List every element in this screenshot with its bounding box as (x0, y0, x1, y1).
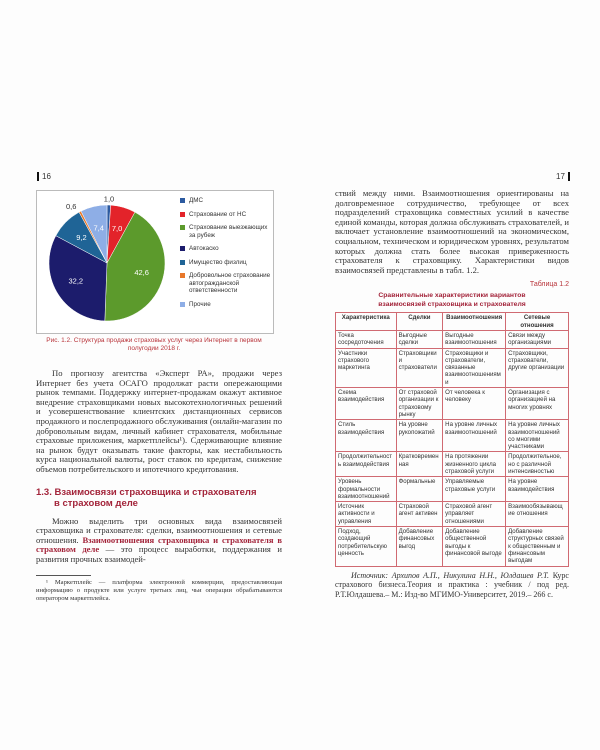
pie-slice (80, 204, 108, 264)
table-cell: Стиль взаимодействия (335, 419, 397, 453)
chart-legend: ДМС Страхование от НС Страхование выезжающ… (180, 197, 272, 314)
table-cell: Формальные (395, 476, 444, 503)
legend-item: Страхование от НС (180, 211, 272, 219)
table-cell: Страховщики и страхователи (395, 347, 444, 389)
page-number-right: 17 (556, 172, 573, 182)
table-row: Участники страхового маркетинга Страховщи… (335, 347, 569, 389)
table-cell: Организация с организацией на многих уро… (505, 387, 569, 421)
column-header: Сделки (395, 312, 444, 331)
table-cell: Точка сосредоточения (335, 329, 397, 349)
slice-label: 1,0 (104, 195, 114, 204)
legend-label: Автокаско (189, 245, 219, 252)
table-cell: Добавление финансовых выгод (395, 526, 444, 567)
slice-label: 32,2 (69, 276, 84, 285)
legend-label: Имущество физлиц (189, 258, 247, 266)
table-cell: Уровень формальности взаимоотношений (335, 476, 397, 503)
table-row: Продолжительность взаимодействия Кратковр… (335, 451, 569, 478)
table-title: Сравнительные характеристики вариантов вз… (378, 292, 526, 309)
legend-label: Добровольное страхование автогражданской… (189, 272, 271, 294)
table-row: Точка сосредоточения Выгодные сделки Выгод… (335, 329, 569, 349)
table-source: Источник: Архипов А.П., Никулина Н.Н., Ю… (335, 570, 569, 599)
comparison-table: Характеристика Сделки Взаимоотношения Сетев… (335, 312, 569, 567)
table-cell: На протяжении жизненного цикла страховой… (442, 451, 507, 478)
table-cell: Кратковременная (395, 451, 444, 478)
section-heading: 1.3. Взаимосвязи страховщика и страховат… (36, 486, 257, 509)
table-cell: Страховой агент управляет отношениями (442, 501, 507, 528)
slice-label: 7,0 (112, 224, 122, 233)
legend-item: ДМС (180, 197, 272, 205)
slice-label: 0,6 (66, 202, 76, 211)
table-cell: Участники страхового маркетинга (335, 347, 397, 389)
figure-caption: Рис. 1.2. Структура продажи страховых ус… (46, 337, 262, 352)
legend-swatch (180, 259, 185, 265)
table-cell: Страховой агент активен (395, 501, 444, 528)
table-cell: На уровне личных взаимоотношений (442, 419, 507, 453)
table-cell: На уровне взаимодействия (505, 476, 569, 503)
right-page: ствий между ними. Взаимоотношения ориент… (335, 188, 569, 599)
table-cell: На уровне рукопожатий (395, 419, 444, 453)
table-row: Подход, создающий потребительскую ценнос… (335, 526, 569, 567)
left-page: 1,0 7,0 42,6 32,2 9,2 0,6 7,4 ДМС Страхование о… (36, 190, 282, 603)
slice-label: 9,2 (76, 233, 86, 242)
legend-swatch (180, 211, 185, 217)
table-cell: Продолжительное, но с различной интенсив… (505, 451, 569, 478)
table-cell: От страховой организации к страховому ры… (395, 387, 444, 421)
column-header: Сетевые отношения (505, 312, 569, 331)
table-cell: Взаимообязывающие отношения (505, 501, 569, 528)
table-cell: Добавление общественной выгоды к финансо… (442, 526, 507, 567)
legend-swatch (180, 225, 185, 230)
table-number: Таблица 1.2 (529, 281, 569, 289)
table-cell: Страховщики, страхователи, другие органи… (505, 347, 569, 389)
footnote: ¹ Маркетплейс — платформа электронной ко… (36, 578, 282, 602)
legend-item: Имущество физлиц (180, 259, 272, 267)
page-number-left: 16 (34, 172, 51, 182)
pie-slice (48, 235, 108, 322)
legend-label: ДМС (189, 197, 204, 204)
column-header: Взаимоотношения (442, 312, 507, 331)
table-row: Уровень формальности взаимоотношений Форм… (335, 476, 569, 503)
slice-label: 7,4 (93, 224, 103, 233)
body-paragraph: По прогнозу агентства «Эксперт РА», прод… (36, 368, 282, 474)
table-row: Стиль взаимодействия На уровне рукопожати… (335, 419, 569, 453)
legend-swatch (180, 273, 185, 278)
pie-svg: 1,0 7,0 42,6 32,2 9,2 0,6 7,4 (48, 195, 166, 322)
footnote-divider (36, 574, 91, 576)
table-cell: Источник активности и управления (335, 501, 397, 528)
body-paragraph: Можно выделить три основных вида взаимос… (36, 515, 282, 564)
body-paragraph: ствий между ними. Взаимоотношения ориент… (335, 188, 569, 275)
legend-item: Автокаско (180, 245, 272, 253)
legend-label: Страхование выезжающих за рубеж (189, 224, 268, 239)
table-cell: Страховщики и страхователи, связанные вз… (442, 347, 507, 389)
legend-label: Страхование от НС (189, 210, 247, 218)
table-cell: Подход, создающий потребительскую ценнос… (335, 526, 397, 567)
column-header: Характеристика (335, 312, 397, 331)
table-cell: Связи между организациями (505, 329, 569, 349)
table-row: Схема взаимодействия От страховой организ… (335, 387, 569, 421)
legend-swatch (180, 301, 185, 307)
pie-slice (104, 211, 166, 322)
legend-item: Добровольное страхование автогражданской… (180, 272, 272, 295)
table-cell: От человека к человеку (442, 387, 507, 421)
table-cell: Управляемые страховые услуги (442, 476, 507, 503)
legend-label: Прочие (189, 300, 211, 308)
table-cell: На уровне личных взаимоотношений со мног… (505, 419, 569, 453)
slice-label: 42,6 (134, 268, 149, 277)
legend-swatch (180, 246, 185, 251)
legend-item: Страхование выезжающих за рубеж (180, 224, 272, 239)
pie-chart: 1,0 7,0 42,6 32,2 9,2 0,6 7,4 ДМС Страхование о… (36, 190, 274, 334)
legend-item: Прочие (180, 301, 272, 309)
table-header: Характеристика Сделки Взаимоотношения Сетев… (335, 312, 569, 331)
table-cell: Добавление структурных связей к обществе… (505, 526, 569, 567)
table-row: Источник активности и управления Страхово… (335, 501, 569, 528)
table-cell: Схема взаимодействия (335, 387, 397, 421)
table-cell: Продолжительность взаимодействия (335, 451, 397, 478)
table-cell: Выгодные сделки (395, 329, 444, 349)
legend-swatch (180, 198, 185, 203)
table-cell: Выгодные взаимоотношения (442, 329, 507, 349)
